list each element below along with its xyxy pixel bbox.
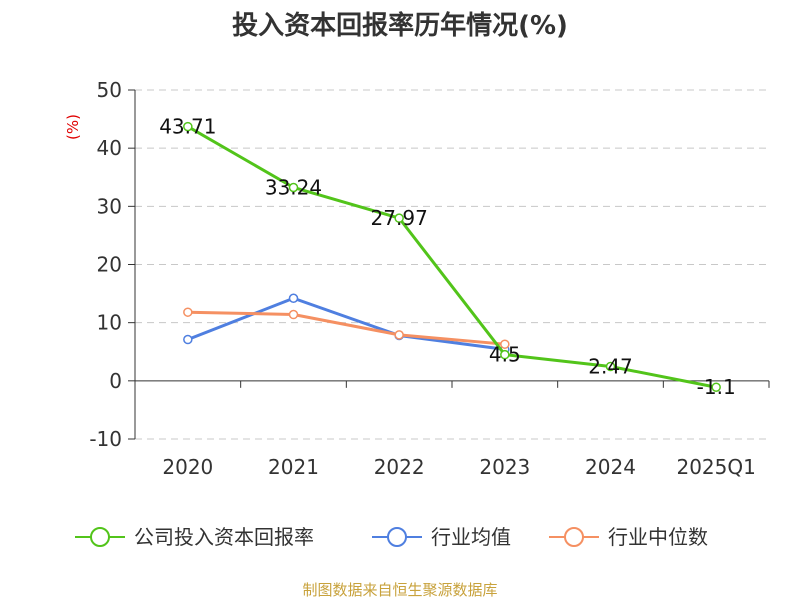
y-tick-label: 10	[97, 311, 122, 335]
y-tick-label: 30	[97, 194, 122, 218]
series-line-2	[187, 310, 505, 346]
legend-swatch-marker	[564, 527, 584, 547]
y-tick-label: 40	[97, 136, 122, 160]
y-tick-label: 20	[97, 253, 122, 277]
data-point	[394, 213, 404, 223]
y-tick-labels: -10 0 10 20 30 40 50	[89, 78, 122, 451]
data-point	[183, 121, 193, 132]
legend-swatch-marker	[387, 527, 407, 547]
data-label: 4.5	[489, 343, 521, 367]
data-point	[288, 293, 299, 303]
data-point	[500, 349, 510, 360]
series-line-0	[187, 125, 717, 389]
data-point	[500, 339, 510, 349]
x-tick-label: 2020	[162, 455, 213, 479]
data-label: -1.1	[697, 375, 736, 399]
x-tick-label: 2021	[268, 455, 319, 479]
legend-item-2: 行业中位数	[549, 525, 708, 549]
chart-title: 投入资本回报率历年情况(%)	[232, 10, 568, 41]
legend-label: 公司投入资本回报率	[134, 525, 314, 549]
data-label: 27.97	[371, 206, 428, 230]
gridlines	[135, 89, 769, 440]
data-point	[394, 330, 404, 340]
data-labels: 43.71 33.24 27.97 4.5 2.47 -1.1	[159, 115, 735, 400]
series-line-1	[187, 296, 506, 351]
data-point	[288, 182, 299, 193]
series-lines	[183, 121, 721, 392]
data-label: 2.47	[588, 354, 633, 378]
x-tick-label: 2023	[479, 455, 530, 479]
legend-swatch-marker	[90, 527, 110, 547]
data-point	[183, 334, 193, 345]
legend: 公司投入资本回报率 行业均值 行业中位数	[75, 525, 708, 549]
y-tick-label: -10	[89, 427, 122, 451]
legend-item-0: 公司投入资本回报率	[75, 525, 314, 549]
x-tick-labels: 2020 2021 2022 2023 2024 2025Q1	[162, 455, 755, 479]
source-note: 制图数据来自恒生聚源数据库	[302, 581, 497, 599]
x-tick-label: 2022	[374, 455, 425, 479]
y-tick-label: 50	[97, 78, 122, 102]
x-tick-label: 2024	[585, 455, 636, 479]
data-point	[288, 309, 299, 320]
legend-label: 行业均值	[431, 525, 511, 549]
data-point	[711, 382, 721, 392]
legend-label: 行业中位数	[608, 525, 708, 549]
axes	[128, 89, 770, 440]
data-point	[183, 307, 193, 317]
legend-item-1: 行业均值	[372, 525, 511, 549]
x-tick-label: 2025Q1	[676, 455, 755, 479]
data-label: 43.71	[159, 115, 216, 139]
data-label: 33.24	[265, 175, 322, 199]
y-tick-label: 0	[109, 369, 122, 393]
y-axis-unit: (%)	[64, 114, 82, 140]
data-point	[605, 361, 616, 372]
